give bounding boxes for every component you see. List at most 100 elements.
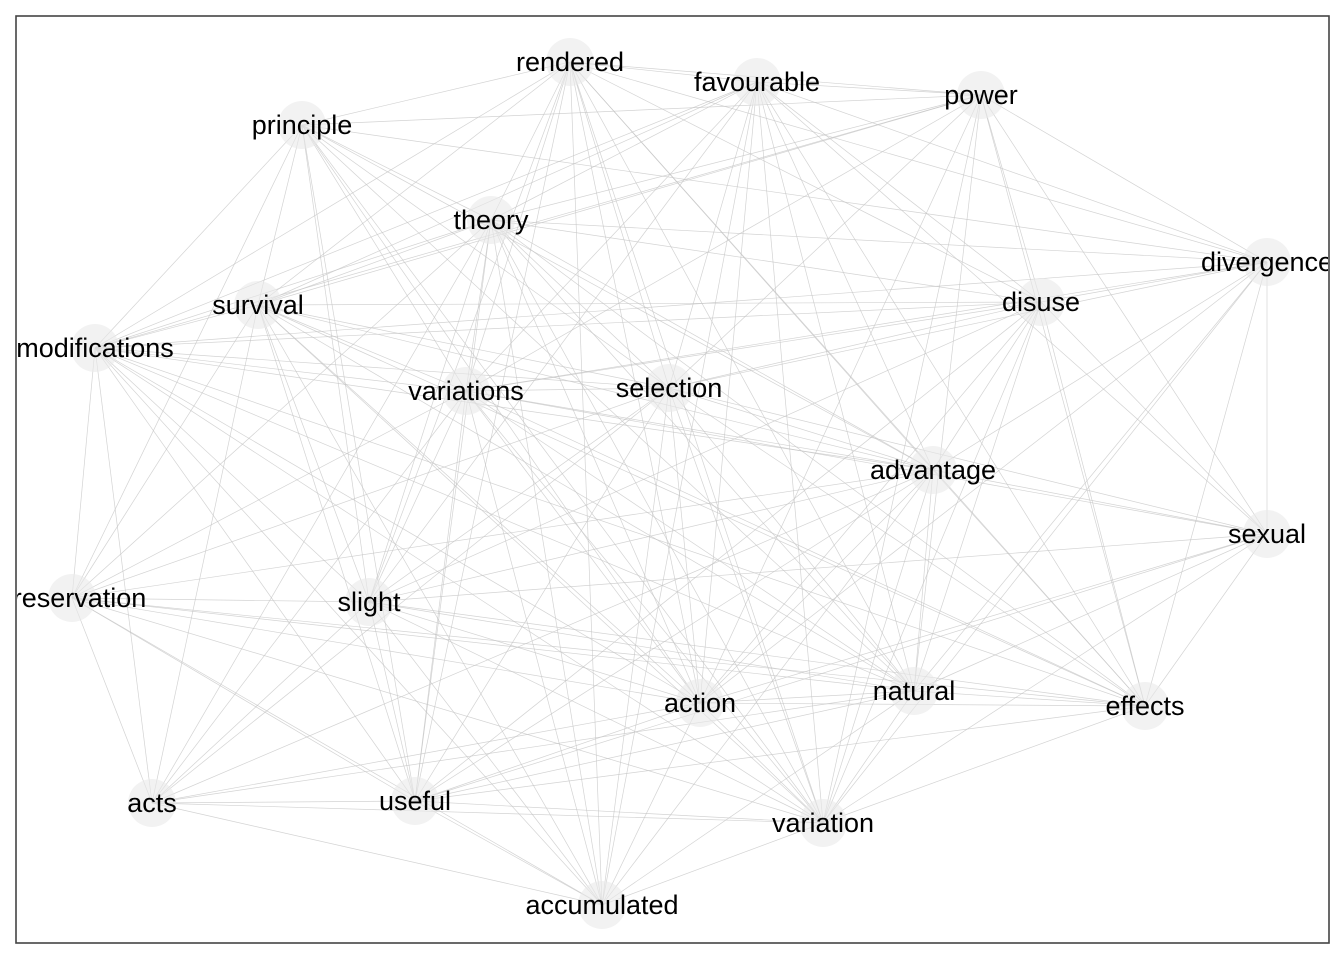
edge-variations-natural [465, 390, 915, 692]
edge-preservation-accumulated [71, 597, 603, 906]
edge-advantage-natural [913, 469, 934, 692]
edge-principle-modifications [94, 124, 303, 349]
node-acts: acts [127, 779, 177, 827]
edge-advantage-variation [822, 469, 934, 824]
edge-disuse-sexual [1040, 301, 1268, 535]
edge-preservation-acts [71, 597, 153, 804]
node-label-slight: slight [337, 587, 401, 617]
edge-modifications-useful [94, 347, 416, 802]
edge-preservation-natural [71, 597, 915, 692]
edge-natural-acts [151, 690, 915, 804]
edge-power-divergence [980, 94, 1268, 263]
node-circle-rendered [546, 38, 594, 86]
node-label-principle: principle [252, 110, 353, 140]
node-label-action: action [664, 688, 736, 718]
edge-acts-accumulated [151, 802, 603, 906]
edge-disuse-effects [1040, 301, 1146, 707]
node-label-effects: effects [1105, 691, 1184, 721]
node-label-survival: survival [212, 290, 304, 320]
node-circle-divergence [1243, 238, 1291, 286]
node-circle-action [676, 679, 724, 727]
edge-divergence-selection [668, 261, 1268, 389]
edge-action-useful [414, 702, 701, 802]
edge-principle-action [301, 124, 701, 704]
edge-divergence-effects [1144, 261, 1268, 707]
edge-favourable-effects [756, 81, 1146, 707]
edge-sexual-variation [822, 533, 1268, 824]
edge-useful-accumulated [414, 800, 603, 906]
edge-theory-action [490, 219, 701, 704]
node-rendered: rendered [516, 38, 624, 86]
node-accumulated: accumulated [525, 881, 679, 929]
node-label-variations: variations [408, 376, 524, 406]
node-natural: natural [873, 667, 955, 715]
edge-favourable-advantage [756, 81, 934, 471]
edge-disuse-variations [465, 301, 1042, 392]
edge-favourable-variation [756, 81, 824, 824]
edge-survival-acts [151, 304, 259, 804]
edge-advantage-sexual [932, 469, 1268, 535]
edge-selection-sexual [668, 387, 1268, 535]
edge-power-selection [668, 94, 982, 389]
edge-rendered-slight [368, 61, 571, 603]
edge-useful-variation [414, 800, 824, 824]
node-circle-slight [345, 578, 393, 626]
node-circle-advantage [909, 446, 957, 494]
edge-slight-useful [368, 601, 416, 802]
edge-theory-natural [490, 219, 915, 692]
edge-sexual-effects [1144, 533, 1268, 707]
edge-preservation-effects [71, 597, 1146, 707]
edge-survival-slight [257, 304, 370, 603]
node-circle-natural [890, 667, 938, 715]
edge-slight-action [368, 601, 701, 704]
node-action: action [664, 679, 736, 727]
edge-theory-survival [257, 219, 492, 306]
node-label-useful: useful [379, 786, 451, 816]
edge-sexual-natural [913, 533, 1268, 692]
edge-selection-accumulated [601, 387, 670, 906]
node-label-acts: acts [127, 788, 177, 818]
edge-favourable-modifications [94, 81, 758, 349]
node-label-modifications: modifications [16, 333, 174, 363]
edge-survival-modifications [94, 304, 259, 349]
edge-survival-variation [257, 304, 824, 824]
edge-power-sexual [980, 94, 1268, 535]
edge-modifications-acts [94, 347, 153, 804]
node-theory: theory [453, 196, 529, 244]
edge-advantage-effects [932, 469, 1146, 707]
edge-sexual-slight [368, 533, 1268, 603]
node-selection: selection [616, 364, 722, 412]
edge-survival-advantage [257, 304, 934, 471]
edge-modifications-effects [94, 347, 1146, 707]
node-label-rendered: rendered [516, 47, 624, 77]
node-variation: variation [772, 799, 874, 847]
edge-selection-natural [668, 387, 915, 692]
edge-rendered-survival [257, 61, 571, 306]
edge-theory-slight [368, 219, 492, 603]
edge-variations-useful [414, 390, 467, 802]
edge-disuse-slight [368, 301, 1042, 603]
edge-power-survival [257, 94, 982, 306]
edge-divergence-advantage [932, 261, 1268, 471]
node-circle-disuse [1017, 278, 1065, 326]
edge-rendered-natural [569, 61, 915, 692]
edge-rendered-accumulated [569, 61, 603, 906]
edge-theory-acts [151, 219, 492, 804]
edge-survival-natural [257, 304, 915, 692]
edge-divergence-variation [822, 261, 1268, 824]
node-useful: useful [379, 777, 451, 825]
node-circle-variations [442, 367, 490, 415]
edge-principle-variations [301, 124, 467, 392]
edge-slight-natural [368, 601, 915, 692]
edge-rendered-theory [490, 61, 571, 221]
node-circle-principle [278, 101, 326, 149]
edge-action-acts [151, 702, 701, 804]
node-label-favourable: favourable [694, 67, 820, 97]
edge-effects-variation [822, 705, 1146, 824]
edge-sexual-action [699, 533, 1268, 704]
edge-power-action [699, 94, 982, 704]
node-variations: variations [408, 367, 524, 415]
node-label-variation: variation [772, 808, 874, 838]
edge-variations-accumulated [465, 390, 603, 906]
node-label-accumulated: accumulated [525, 890, 678, 920]
